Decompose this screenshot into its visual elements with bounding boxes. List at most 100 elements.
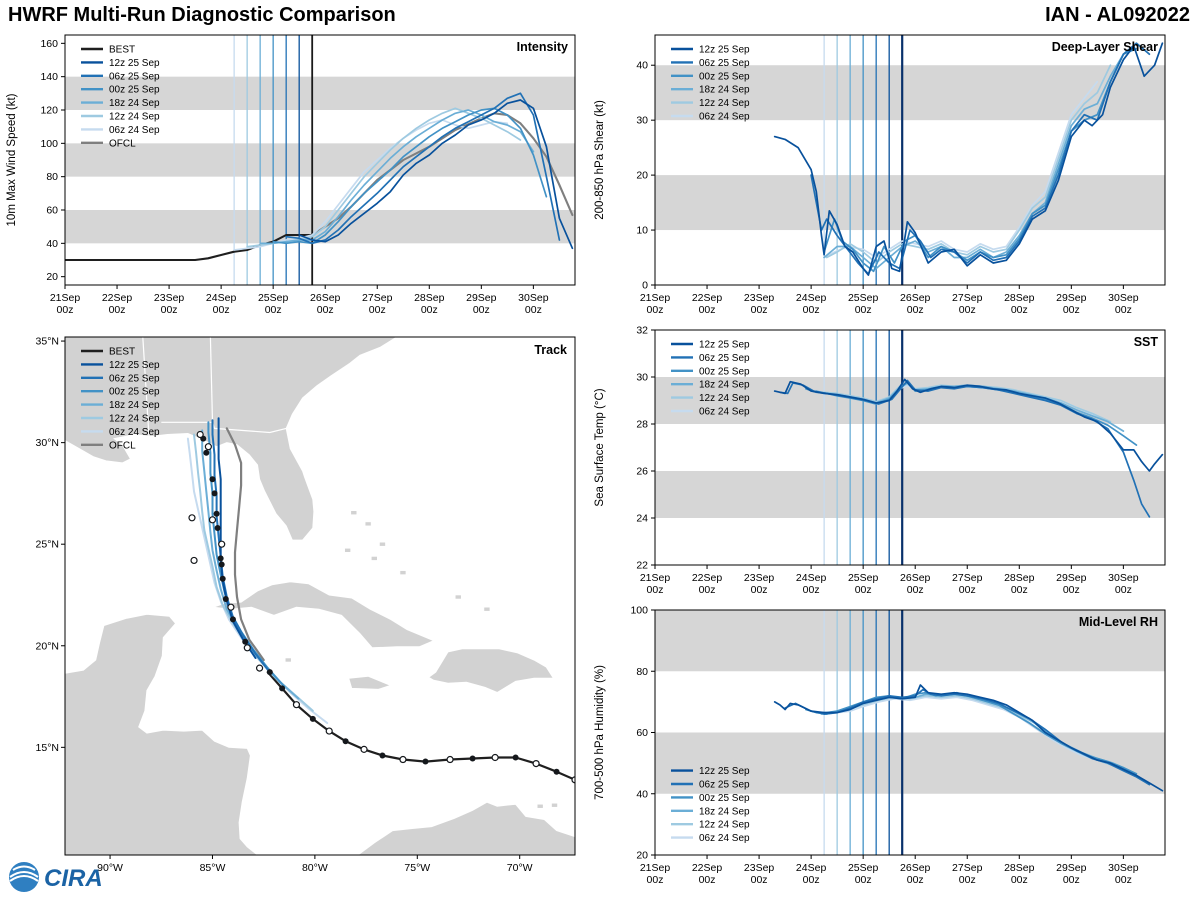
svg-text:18z 24 Sep: 18z 24 Sep (109, 98, 160, 109)
svg-text:32: 32 (636, 325, 648, 337)
svg-text:21Sep: 21Sep (640, 572, 671, 584)
svg-text:00z: 00z (959, 304, 976, 316)
svg-text:18z 24 Sep: 18z 24 Sep (699, 806, 750, 817)
svg-text:25Sep: 25Sep (848, 862, 879, 874)
svg-text:Sea Surface Temp (°C): Sea Surface Temp (°C) (594, 388, 606, 506)
svg-text:120: 120 (40, 105, 58, 117)
svg-text:24Sep: 24Sep (796, 572, 827, 584)
svg-text:12z 24 Sep: 12z 24 Sep (699, 393, 750, 404)
svg-text:00z: 00z (1115, 874, 1132, 886)
svg-text:00z 25 Sep: 00z 25 Sep (699, 71, 750, 82)
svg-text:18z 24 Sep: 18z 24 Sep (699, 380, 750, 391)
svg-text:00z: 00z (751, 874, 768, 886)
svg-text:70°W: 70°W (507, 862, 533, 874)
svg-text:00z: 00z (1011, 874, 1028, 886)
svg-text:28Sep: 28Sep (414, 292, 445, 304)
svg-text:28Sep: 28Sep (1004, 862, 1035, 874)
svg-text:00z: 00z (751, 304, 768, 316)
svg-text:24Sep: 24Sep (206, 292, 237, 304)
svg-text:40: 40 (46, 238, 58, 250)
svg-text:60: 60 (636, 727, 648, 739)
svg-text:22Sep: 22Sep (692, 862, 723, 874)
svg-text:00z: 00z (907, 584, 924, 596)
svg-text:12z 24 Sep: 12z 24 Sep (699, 98, 750, 109)
svg-text:23Sep: 23Sep (744, 292, 775, 304)
svg-text:20: 20 (636, 850, 648, 862)
svg-text:06z 25 Sep: 06z 25 Sep (109, 373, 160, 384)
rh-chart: 20 40 60 80 100 21Sep 00z 22Sep 00z 23Sep 00z 24Sep… (588, 600, 1200, 900)
svg-text:10m Max Wind Speed (kt): 10m Max Wind Speed (kt) (6, 93, 18, 226)
svg-text:21Sep: 21Sep (640, 292, 671, 304)
svg-text:00z: 00z (1011, 304, 1028, 316)
svg-text:200-850 hPa Shear (kt): 200-850 hPa Shear (kt) (594, 100, 606, 220)
svg-text:20: 20 (636, 170, 648, 182)
shear-chart: 0 10 20 30 40 21Sep 00z 22Sep 00z 23Sep 00z 24Sep 00… (588, 26, 1200, 331)
svg-text:20°N: 20°N (36, 640, 59, 652)
svg-text:12z 24 Sep: 12z 24 Sep (109, 112, 160, 123)
svg-text:Mid-Level RH: Mid-Level RH (1079, 615, 1158, 629)
svg-text:00z: 00z (647, 304, 664, 316)
svg-text:30Sep: 30Sep (1108, 862, 1139, 874)
svg-text:00z: 00z (265, 304, 282, 316)
svg-text:00z 25 Sep: 00z 25 Sep (109, 387, 160, 398)
svg-text:00z: 00z (1063, 304, 1080, 316)
svg-text:24Sep: 24Sep (796, 862, 827, 874)
svg-text:26Sep: 26Sep (900, 292, 931, 304)
svg-text:00z: 00z (751, 584, 768, 596)
svg-text:00z: 00z (525, 304, 542, 316)
svg-text:30Sep: 30Sep (1108, 572, 1139, 584)
svg-text:00z: 00z (1115, 584, 1132, 596)
svg-text:30Sep: 30Sep (1108, 292, 1139, 304)
svg-text:BEST: BEST (109, 45, 135, 56)
svg-text:00z 25 Sep: 00z 25 Sep (699, 793, 750, 804)
svg-text:00z: 00z (959, 584, 976, 596)
svg-text:00z: 00z (1063, 584, 1080, 596)
svg-text:12z 25 Sep: 12z 25 Sep (699, 340, 750, 351)
svg-text:00z: 00z (161, 304, 178, 316)
svg-text:06z 24 Sep: 06z 24 Sep (109, 125, 160, 136)
svg-text:60: 60 (46, 205, 58, 217)
svg-text:OFCL: OFCL (109, 138, 136, 149)
svg-text:00z: 00z (421, 304, 438, 316)
svg-text:29Sep: 29Sep (1056, 862, 1087, 874)
svg-text:Deep-Layer Shear: Deep-Layer Shear (1052, 40, 1158, 54)
svg-text:100: 100 (40, 138, 58, 150)
svg-text:26Sep: 26Sep (900, 862, 931, 874)
svg-text:00z: 00z (699, 304, 716, 316)
svg-text:26: 26 (636, 466, 648, 478)
svg-text:06z 25 Sep: 06z 25 Sep (699, 353, 750, 364)
svg-text:00z: 00z (907, 304, 924, 316)
svg-text:28Sep: 28Sep (1004, 292, 1035, 304)
svg-text:00z: 00z (855, 874, 872, 886)
svg-text:100: 100 (630, 605, 648, 617)
svg-text:06z 24 Sep: 06z 24 Sep (699, 833, 750, 844)
svg-text:24: 24 (636, 513, 648, 525)
cira-logo-text: CIRA (44, 865, 103, 892)
svg-text:80°W: 80°W (302, 862, 328, 874)
svg-text:35°N: 35°N (36, 336, 59, 348)
intensity-chart: 20 40 60 80 100 120 140 160 21Sep 00z 22Sep 00z 23Se… (0, 26, 600, 331)
svg-text:SST: SST (1134, 335, 1159, 349)
svg-text:00z: 00z (369, 304, 386, 316)
svg-text:29Sep: 29Sep (1056, 572, 1087, 584)
svg-text:12z 24 Sep: 12z 24 Sep (699, 820, 750, 831)
svg-text:30°N: 30°N (36, 437, 59, 449)
svg-text:25Sep: 25Sep (848, 572, 879, 584)
svg-text:27Sep: 27Sep (952, 292, 983, 304)
page-title: HWRF Multi-Run Diagnostic Comparison (8, 4, 396, 26)
svg-text:00z: 00z (699, 874, 716, 886)
svg-text:30Sep: 30Sep (518, 292, 549, 304)
svg-text:40: 40 (636, 60, 648, 72)
sst-chart: 22 24 26 28 30 32 21Sep 00z 22Sep 00z 23Sep 00z 24Se… (588, 320, 1200, 603)
svg-text:00z: 00z (647, 584, 664, 596)
svg-text:OFCL: OFCL (109, 440, 136, 451)
svg-text:28: 28 (636, 419, 648, 431)
svg-text:BEST: BEST (109, 347, 135, 358)
svg-text:12z 25 Sep: 12z 25 Sep (109, 58, 160, 69)
svg-text:06z 24 Sep: 06z 24 Sep (699, 112, 750, 123)
svg-text:22Sep: 22Sep (692, 292, 723, 304)
svg-text:25Sep: 25Sep (258, 292, 289, 304)
svg-text:06z 25 Sep: 06z 25 Sep (699, 58, 750, 69)
svg-text:26Sep: 26Sep (310, 292, 341, 304)
